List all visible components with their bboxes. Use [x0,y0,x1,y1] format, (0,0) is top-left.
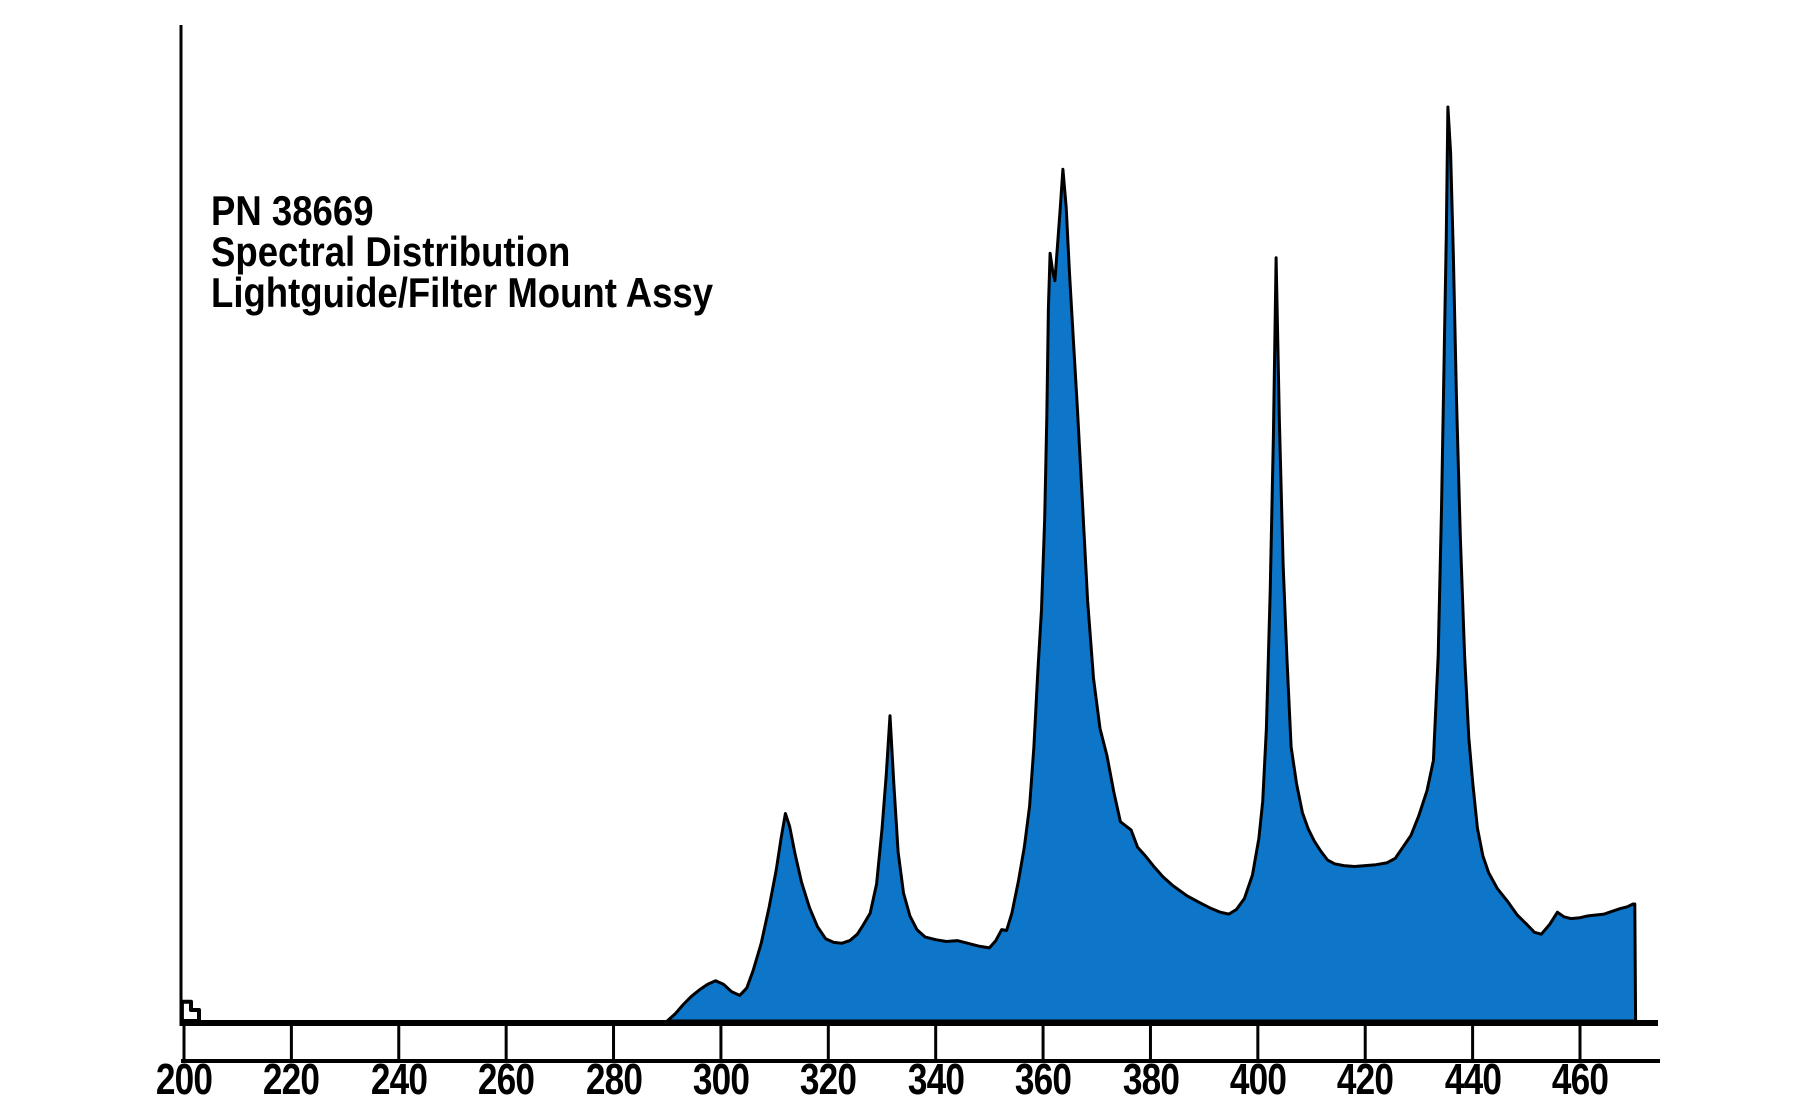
x-axis-label: 380 [1122,1055,1179,1100]
x-axis-label: 240 [370,1055,428,1100]
chart-title-block: PN 38669 Spectral Distribution Lightguid… [211,187,714,316]
x-axis-label: 200 [155,1055,213,1100]
chart-subtitle-text: Lightguide/Filter Mount Assy [211,269,714,316]
x-axis-label: 300 [692,1055,750,1100]
x-axis-label: 420 [1337,1055,1394,1100]
x-axis-label: 280 [585,1055,642,1100]
x-axis-label: 400 [1229,1055,1287,1100]
baseline-blip [179,999,201,1023]
x-axis-label: 440 [1444,1055,1501,1100]
x-axis-label: 460 [1551,1055,1609,1100]
spectrum-area [665,105,1638,1023]
chart-title-text: Spectral Distribution [211,228,571,275]
x-axis-label: 340 [907,1055,965,1100]
x-axis-label: 320 [800,1055,857,1100]
x-axis-label: 220 [263,1055,320,1100]
part-number-text: PN 38669 [211,187,374,234]
x-axis-label: 260 [478,1055,535,1100]
x-axis-label: 360 [1014,1055,1072,1100]
